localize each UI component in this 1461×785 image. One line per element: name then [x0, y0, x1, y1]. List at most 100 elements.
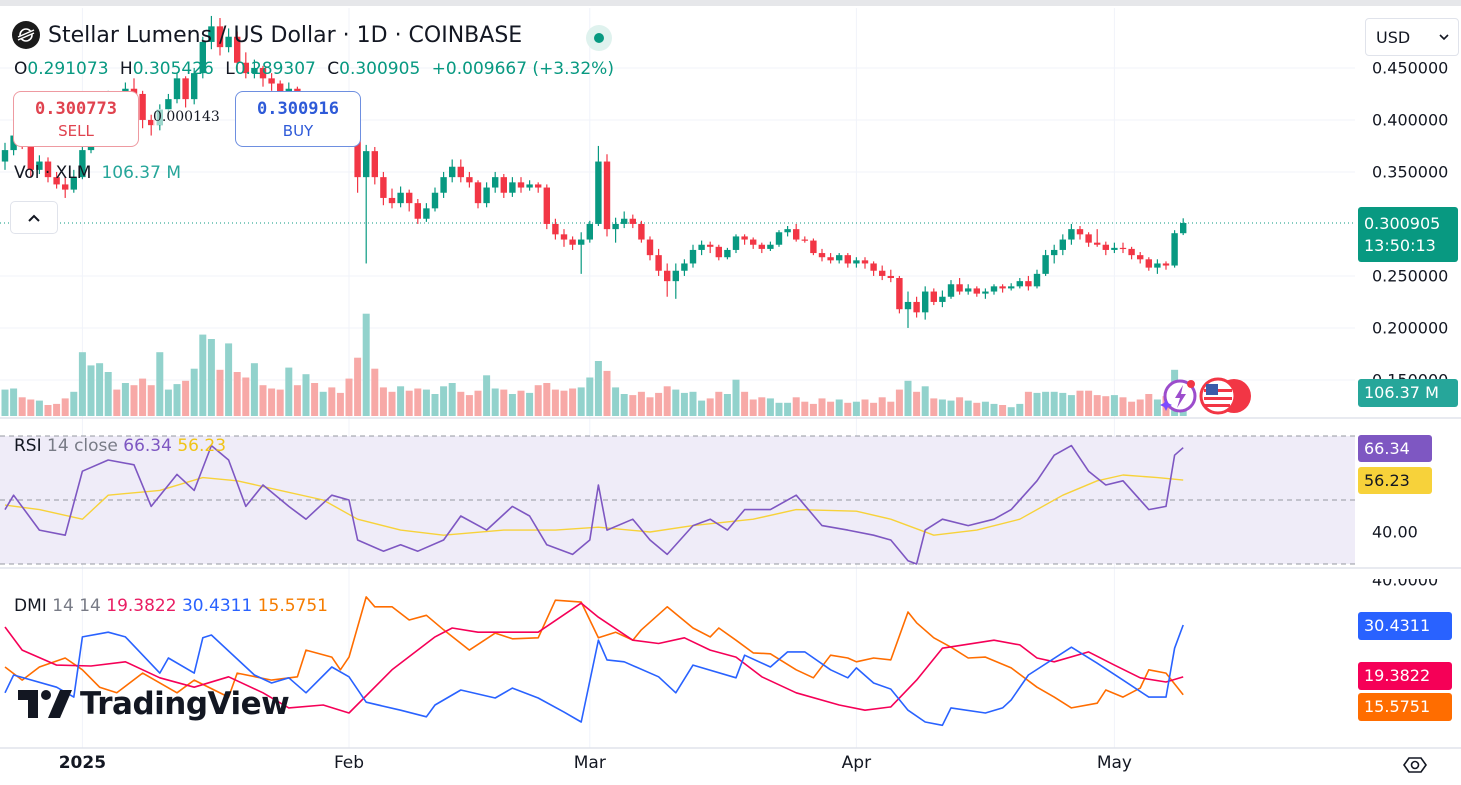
volume-bar	[895, 389, 903, 416]
candle	[1068, 223, 1075, 245]
market-status-icon[interactable]	[586, 25, 612, 51]
candle-body	[956, 284, 963, 292]
candle	[1, 142, 9, 170]
candle-body	[440, 177, 447, 193]
sell-button[interactable]: 0.300773 SELL	[13, 91, 139, 147]
collapse-legend-button[interactable]	[10, 201, 58, 234]
candle-body	[251, 67, 258, 74]
volume-bar	[586, 377, 594, 416]
volume-bar	[500, 389, 508, 416]
volume-bar	[508, 394, 516, 416]
candle-body	[1076, 229, 1084, 235]
high-label: H	[119, 59, 133, 79]
candle	[732, 234, 740, 254]
candle	[363, 144, 370, 264]
volume-bar	[758, 397, 766, 416]
candle	[965, 284, 972, 295]
candle	[526, 180, 533, 191]
buy-button[interactable]: 0.300916 BUY	[235, 91, 361, 147]
candle-body	[1145, 259, 1152, 268]
candle-body	[380, 177, 387, 198]
candle-body	[259, 67, 267, 79]
volume-bar	[543, 383, 551, 416]
volume-bar	[818, 398, 826, 416]
candle-body	[836, 255, 843, 261]
time-axis-label: 2025	[58, 753, 107, 773]
volume-bar	[835, 399, 843, 416]
candle-body	[500, 177, 507, 193]
candle	[259, 65, 267, 87]
candle-body	[543, 187, 550, 224]
candle	[930, 288, 937, 306]
tradingview-logo[interactable]: TradingView	[18, 686, 290, 722]
chevron-down-icon	[1439, 34, 1449, 41]
volume-bar	[784, 402, 792, 416]
candle-body	[853, 260, 860, 264]
volume-bar	[233, 372, 241, 416]
dmi-legend[interactable]: DMI 14 14 19.3822 30.4311 15.5751	[14, 596, 328, 616]
candle-body	[449, 166, 456, 178]
time-axis-label: Feb	[333, 753, 365, 773]
volume-bar	[1110, 395, 1118, 416]
candle	[1102, 241, 1109, 256]
rsi-legend[interactable]: RSI 14 close 66.34 56.23	[14, 436, 226, 456]
us-flag-icon[interactable]	[1199, 377, 1251, 415]
currency-select[interactable]: USD	[1365, 18, 1459, 56]
candle-body	[982, 291, 989, 294]
volume-bar	[1059, 392, 1067, 416]
volume-bar	[182, 380, 190, 416]
candle-body	[474, 182, 482, 204]
candle-body	[62, 184, 69, 190]
candle-body	[1025, 281, 1032, 287]
event-badges[interactable]	[1158, 377, 1254, 415]
candle	[225, 28, 232, 53]
volume-bar	[680, 392, 688, 416]
volume-bar	[1042, 391, 1050, 416]
candle	[560, 229, 568, 247]
candle	[715, 244, 722, 261]
candle	[406, 189, 413, 212]
time-axis-label: May	[1096, 753, 1132, 773]
dmi-label: DMI	[14, 596, 47, 616]
candle-body	[1085, 234, 1092, 243]
settings-eye-icon[interactable]	[1402, 752, 1428, 778]
symbol-title-row[interactable]: Stellar Lumens / US Dollar · 1D · COINBA…	[12, 21, 522, 49]
candle-body	[173, 78, 181, 100]
candle-body	[208, 26, 215, 42]
last-price: 0.300905	[1364, 213, 1441, 233]
candle-body	[732, 236, 740, 250]
volume-bar	[113, 389, 121, 416]
volume-bar	[672, 389, 680, 416]
candle-body	[818, 253, 826, 258]
candle-body	[990, 286, 998, 292]
volume-bar	[775, 402, 783, 416]
candle	[655, 248, 662, 276]
candle-body	[535, 184, 542, 188]
volume-legend[interactable]: Vol · XLM 106.37 M	[14, 163, 181, 183]
volume-bar	[956, 397, 964, 416]
candle-body	[1102, 244, 1109, 250]
volume-bar	[551, 389, 559, 416]
candle	[569, 236, 576, 250]
candle-body	[70, 177, 77, 190]
rsi-axis-tick: 40.00	[1372, 522, 1418, 542]
last-price-tag: 0.300905 13:50:13	[1358, 207, 1458, 262]
candle	[380, 171, 387, 206]
candle	[535, 182, 542, 193]
candle	[818, 248, 826, 262]
volume-bar	[637, 391, 645, 416]
volume-bar	[526, 392, 534, 416]
volume-bar	[1102, 396, 1110, 416]
candle-body	[509, 182, 516, 193]
candle-body	[36, 161, 43, 170]
candle	[1119, 242, 1127, 254]
sparkle-lightning-icon[interactable]	[1160, 379, 1197, 413]
candle-body	[715, 246, 722, 258]
candle	[543, 184, 550, 230]
price-axis-tick: 0.400000	[1372, 110, 1449, 130]
volume-bar	[913, 391, 921, 416]
candle-body	[517, 182, 525, 188]
candle-body	[724, 249, 731, 258]
candle-body	[1008, 286, 1015, 289]
